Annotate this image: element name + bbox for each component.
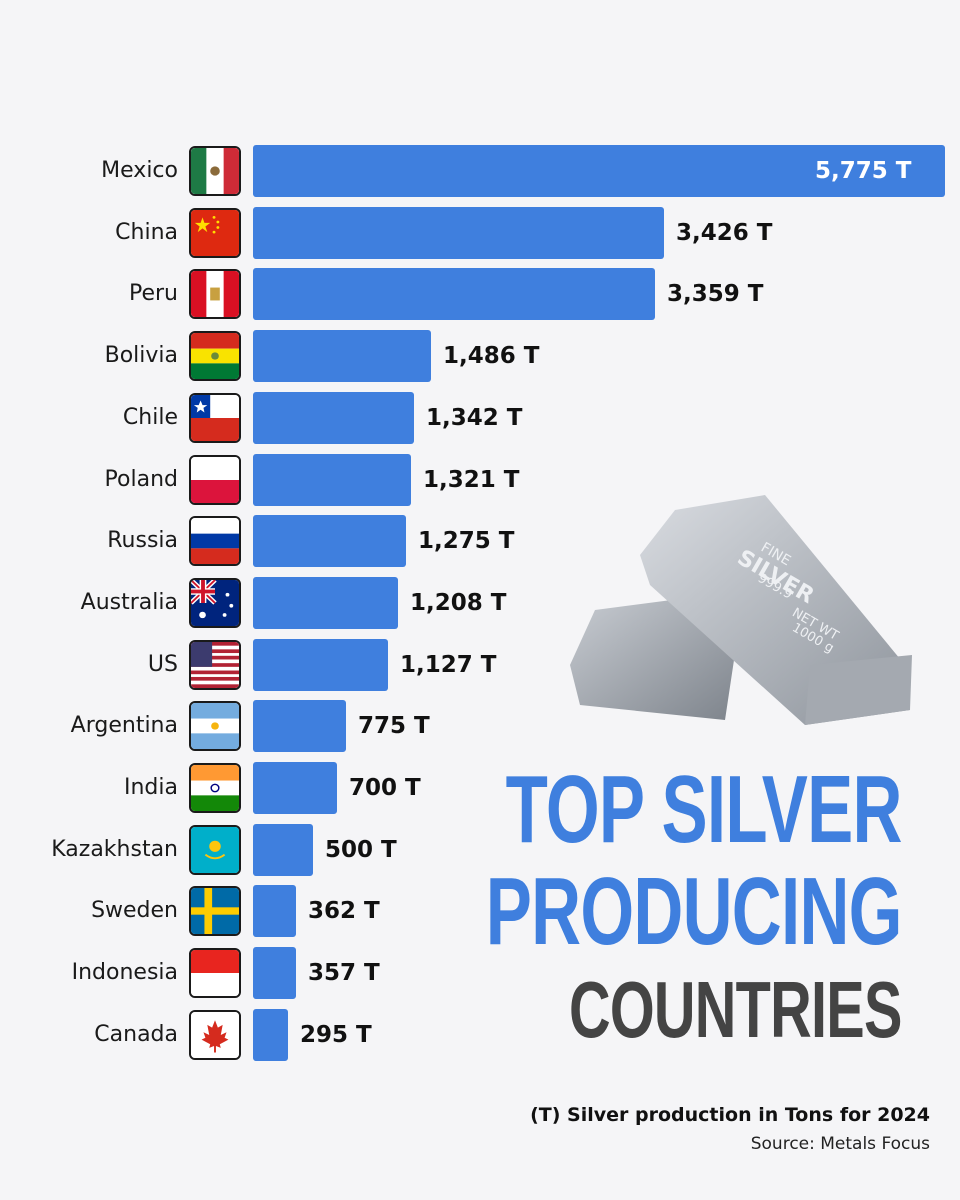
indonesia-flag-icon: [189, 948, 241, 998]
us-flag-icon: [189, 640, 241, 690]
value-label: 1,127 T: [400, 652, 497, 678]
bar-row: Kazakhstan 500 T: [0, 824, 960, 876]
bar: [253, 454, 411, 506]
bar: [253, 515, 406, 567]
bar: [253, 762, 337, 814]
value-label: 3,426 T: [676, 220, 773, 246]
chart-title: TOP SILVER PRODUCING COUNTRIES: [486, 756, 903, 1054]
peru-flag-icon: [189, 269, 241, 319]
country-label: Mexico: [101, 158, 178, 183]
mexico-flag-icon: [189, 146, 241, 196]
bar-row: US 1,127 T: [0, 639, 960, 691]
title-line-2: PRODUCING: [486, 858, 903, 965]
bar: [253, 268, 655, 320]
value-label: 1,486 T: [443, 343, 540, 369]
value-label: 1,275 T: [418, 528, 515, 554]
bar: [253, 392, 414, 444]
country-label: US: [147, 652, 178, 677]
country-label: China: [115, 220, 178, 245]
value-label: 1,321 T: [423, 467, 520, 493]
bar-row: Peru 3,359 T: [0, 268, 960, 320]
bar: [253, 207, 664, 259]
bar-row: Poland 1,321 T: [0, 454, 960, 506]
value-label: 362 T: [308, 898, 380, 924]
unit-note: (T) Silver production in Tons for 2024: [530, 1104, 930, 1126]
chile-flag-icon: [189, 393, 241, 443]
value-label: 295 T: [300, 1022, 372, 1048]
bar-row: Sweden 362 T: [0, 885, 960, 937]
value-label: 775 T: [358, 713, 430, 739]
value-label: 500 T: [325, 837, 397, 863]
value-label: 357 T: [308, 960, 380, 986]
country-label: Australia: [80, 590, 178, 615]
bar: [253, 639, 388, 691]
poland-flag-icon: [189, 455, 241, 505]
value-label: 3,359 T: [667, 281, 764, 307]
silver-bars-illustration: FINE SILVER 999.9 NET WT 1000 g: [570, 495, 912, 725]
bar: [253, 330, 431, 382]
bolivia-flag-icon: [189, 331, 241, 381]
country-label: Chile: [122, 405, 178, 430]
country-label: Russia: [107, 528, 178, 553]
bar: [253, 700, 346, 752]
bar-row: Argentina 775 T: [0, 700, 960, 752]
country-label: Peru: [128, 281, 178, 306]
argentina-flag-icon: [189, 701, 241, 751]
bar: [253, 947, 296, 999]
country-label: India: [124, 775, 178, 800]
country-label: Indonesia: [71, 960, 178, 985]
australia-flag-icon: [189, 578, 241, 628]
country-label: Poland: [104, 467, 178, 492]
title-line-1: TOP SILVER: [505, 756, 903, 863]
country-label: Bolivia: [104, 343, 178, 368]
russia-flag-icon: [189, 516, 241, 566]
bar: [253, 885, 296, 937]
value-label: 700 T: [349, 775, 421, 801]
china-flag-icon: [189, 208, 241, 258]
value-label: 1,208 T: [410, 590, 507, 616]
country-label: Argentina: [70, 713, 178, 738]
bar: [253, 577, 398, 629]
kazakhstan-flag-icon: [189, 825, 241, 875]
bar-row: Bolivia 1,486 T: [0, 330, 960, 382]
canada-flag-icon: [189, 1010, 241, 1060]
value-label: 1,342 T: [426, 405, 523, 431]
bar-row: Mexico 5,775 T: [0, 145, 960, 197]
country-label: Canada: [94, 1022, 178, 1047]
source-note: Source: Metals Focus: [750, 1134, 930, 1154]
bar-row: Canada 295 T: [0, 1009, 960, 1061]
bar-row: China 3,426 T: [0, 207, 960, 259]
sweden-flag-icon: [189, 886, 241, 936]
country-label: Kazakhstan: [51, 837, 178, 862]
bar-row: India 700 T: [0, 762, 960, 814]
bar: [253, 824, 313, 876]
bar-row: Chile 1,342 T: [0, 392, 960, 444]
bar: [253, 1009, 288, 1061]
value-label: 5,775 T: [815, 158, 912, 184]
india-flag-icon: [189, 763, 241, 813]
bar: [253, 145, 945, 197]
country-label: Sweden: [91, 898, 178, 923]
bar-row: Australia 1,208 T: [0, 577, 960, 629]
title-line-3: COUNTRIES: [569, 965, 902, 1054]
bar-row: Russia 1,275 T: [0, 515, 960, 567]
bar-row: Indonesia 357 T: [0, 947, 960, 999]
